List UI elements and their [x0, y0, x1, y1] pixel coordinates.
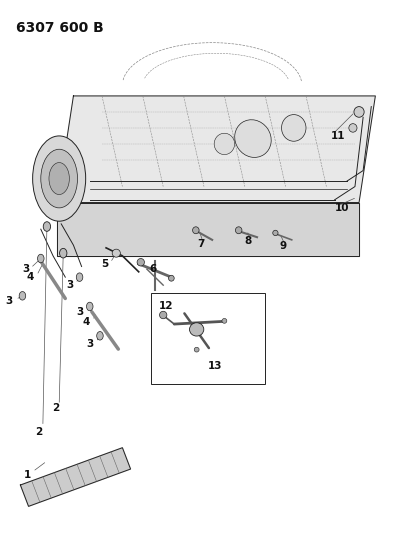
Ellipse shape: [214, 133, 235, 155]
Polygon shape: [20, 448, 131, 506]
Bar: [151, 293, 265, 384]
Text: 8: 8: [244, 236, 252, 246]
Text: 5: 5: [101, 259, 108, 269]
Ellipse shape: [160, 311, 167, 319]
Ellipse shape: [354, 107, 364, 117]
Ellipse shape: [97, 332, 103, 340]
Ellipse shape: [60, 248, 67, 258]
Ellipse shape: [349, 124, 357, 132]
Ellipse shape: [33, 136, 86, 221]
Ellipse shape: [86, 302, 93, 311]
Text: 3: 3: [6, 296, 13, 306]
Ellipse shape: [49, 163, 69, 195]
Text: 2: 2: [35, 427, 43, 437]
Ellipse shape: [38, 254, 44, 263]
Text: 6307 600 B: 6307 600 B: [16, 21, 104, 35]
Ellipse shape: [43, 222, 51, 231]
Text: 13: 13: [208, 361, 223, 371]
Text: 9: 9: [280, 241, 287, 251]
Polygon shape: [57, 203, 359, 256]
Text: 4: 4: [82, 318, 90, 327]
Text: 6: 6: [149, 264, 157, 274]
Ellipse shape: [222, 318, 227, 323]
Text: 4: 4: [26, 272, 33, 282]
Ellipse shape: [19, 292, 26, 300]
Text: 3: 3: [76, 307, 84, 317]
Text: 7: 7: [197, 239, 204, 248]
Ellipse shape: [193, 227, 199, 233]
Text: 10: 10: [335, 203, 349, 213]
Text: 12: 12: [159, 302, 174, 311]
Text: 2: 2: [52, 403, 59, 413]
Ellipse shape: [235, 227, 242, 233]
Text: 1: 1: [23, 471, 31, 480]
Text: 3: 3: [22, 264, 29, 274]
Ellipse shape: [282, 115, 306, 141]
Ellipse shape: [235, 120, 271, 157]
Text: 3: 3: [66, 280, 73, 290]
Text: 11: 11: [330, 131, 345, 141]
Ellipse shape: [189, 323, 204, 336]
Ellipse shape: [112, 249, 120, 257]
Ellipse shape: [169, 275, 174, 281]
Ellipse shape: [41, 149, 78, 208]
Ellipse shape: [273, 230, 278, 236]
Ellipse shape: [137, 259, 144, 266]
Polygon shape: [57, 96, 375, 203]
Ellipse shape: [194, 348, 199, 352]
Ellipse shape: [76, 273, 83, 281]
Text: 3: 3: [86, 339, 94, 349]
